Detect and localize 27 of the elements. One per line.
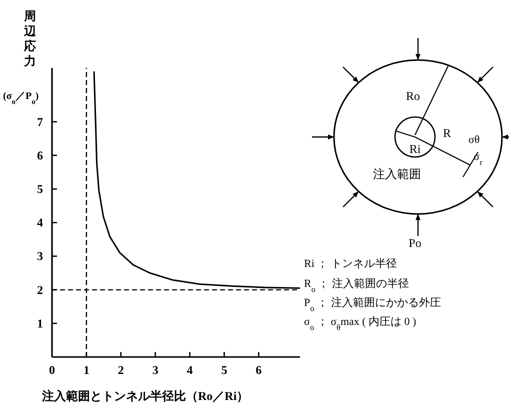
text: Po — [408, 236, 422, 250]
x-tick-label: 2 — [118, 363, 124, 377]
y-tick-label: 6 — [37, 148, 43, 162]
y-tick-label: 3 — [37, 249, 43, 264]
text: σ$_{o}$ ； σ$_{θ}$max ( 内圧は 0 ) — [304, 315, 417, 332]
y-tick-label: 2 — [37, 282, 43, 297]
y-tick-label: 7 — [37, 114, 43, 129]
text: σθ — [468, 134, 480, 146]
text: Ro — [406, 89, 420, 103]
x-tick-label: 3 — [152, 363, 158, 377]
y-tick-label: 4 — [37, 216, 43, 230]
x-tick-label: 6 — [256, 363, 262, 377]
text: 注入範囲 — [373, 167, 421, 181]
text: R — [442, 126, 452, 140]
text: P$_{o}$ ； 注入範囲にかかる外圧 — [304, 296, 441, 312]
y-axis-title: 周辺応力 — [23, 9, 37, 68]
text: Ri — [409, 142, 422, 156]
x-tick-label: 0 — [49, 363, 55, 377]
x-tick-label: 1 — [83, 363, 90, 377]
text: R$_{o}$ ； 注入範囲の半径 — [304, 277, 409, 294]
y-tick-label: 5 — [37, 182, 43, 196]
x-tick-label: 5 — [221, 363, 228, 377]
x-tick-label: 4 — [186, 363, 193, 377]
x-axis-title: 注入範囲とトンネル半径比（Ro／Ri） — [41, 389, 249, 403]
text: Ri ； トンネル半径 — [304, 257, 397, 270]
text: (σ$_{o}$／P$_{o}$) — [3, 91, 39, 106]
y-tick-label: 1 — [37, 316, 43, 330]
